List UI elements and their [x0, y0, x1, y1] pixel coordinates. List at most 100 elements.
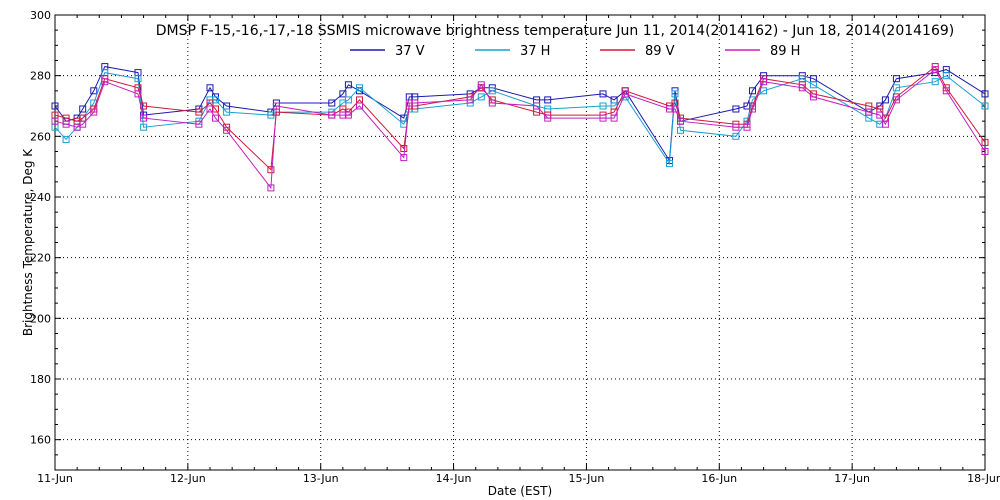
data-point [942, 87, 950, 95]
data-point [339, 90, 347, 98]
data-point [732, 105, 740, 113]
data-point [749, 105, 756, 113]
data-point [101, 78, 109, 86]
data-point [931, 66, 939, 74]
x-tick-label: 16-Jun [701, 472, 737, 485]
data-point [732, 132, 740, 140]
data-point [931, 78, 939, 86]
series-line [54, 72, 986, 166]
data-point [749, 87, 756, 95]
data-point [206, 84, 214, 92]
data-point [79, 105, 87, 113]
data-point [400, 154, 408, 162]
data-point [666, 160, 673, 168]
y-tick-label: 180 [30, 373, 51, 386]
data-point [134, 75, 142, 83]
data-point [892, 75, 900, 83]
legend-label: 37 V [395, 44, 425, 59]
legend-item: 37 V [350, 44, 425, 59]
data-point [272, 102, 280, 110]
y-tick-label: 220 [30, 252, 51, 265]
data-point [206, 105, 214, 113]
data-point [809, 81, 817, 89]
grid-lines [55, 15, 985, 470]
data-point [599, 114, 607, 122]
y-tick-label: 280 [30, 70, 51, 83]
data-point [134, 90, 142, 98]
chart-title: DMSP F-15,-16,-17,-18 SSMIS microwave br… [156, 23, 955, 39]
data-point [610, 114, 618, 122]
legend-label: 89 V [645, 44, 675, 59]
data-point [865, 108, 873, 116]
x-tick-label: 12-Jun [170, 472, 206, 485]
x-axis-label: Date (EST) [488, 484, 552, 498]
data-point [328, 99, 336, 107]
y-tick-label: 160 [30, 434, 51, 447]
y-tick-label: 200 [30, 312, 51, 325]
legend-item: 89 V [600, 44, 675, 59]
data-point [356, 102, 363, 110]
data-point [544, 114, 552, 122]
data-point [400, 145, 408, 152]
x-tick-label: 13-Jun [303, 472, 339, 485]
data-point [876, 111, 884, 119]
data-point [892, 96, 900, 104]
data-point [743, 123, 751, 131]
data-point [760, 87, 768, 95]
x-tick-label: 18-Jun [967, 472, 1000, 485]
legend: 37 V 37 H 89 V 89 H [350, 44, 800, 59]
data-point [981, 90, 989, 98]
data-point [677, 126, 684, 134]
data-point [544, 96, 552, 104]
data-point [328, 111, 336, 119]
data-point [809, 93, 817, 101]
x-tick-label: 15-Jun [569, 472, 605, 485]
data-point [344, 81, 352, 89]
data-point [621, 90, 629, 98]
data-point [79, 120, 87, 128]
x-tick-label: 14-Jun [436, 472, 472, 485]
data-point [798, 84, 806, 92]
data-point [599, 90, 607, 98]
data-point [267, 166, 275, 174]
legend-item: 37 H [475, 44, 550, 59]
data-point [140, 114, 148, 122]
data-point [212, 114, 219, 122]
data-point [356, 84, 363, 92]
data-point [62, 120, 70, 128]
data-point [267, 184, 275, 192]
data-point [477, 93, 485, 101]
legend-label: 37 H [520, 44, 550, 59]
data-point [981, 148, 989, 155]
data-point [488, 99, 496, 107]
data-point [677, 117, 684, 125]
data-point [942, 72, 950, 80]
data-point [90, 108, 98, 116]
data-point [62, 135, 70, 143]
axes: 11-Jun 12-Jun 13-Jun 14-Jun 15-Jun 16-Jun 17-J… [30, 9, 1000, 485]
data-point [466, 96, 474, 104]
data-point [881, 96, 889, 104]
legend-item: 89 H [725, 44, 800, 59]
data-point [881, 120, 889, 128]
data-point [892, 84, 900, 92]
data-point [760, 78, 768, 86]
data-point [140, 123, 148, 131]
y-tick-label: 300 [30, 9, 51, 22]
data-point [732, 123, 740, 131]
data-point [671, 105, 679, 113]
data-point [599, 102, 607, 110]
data-point [533, 102, 541, 110]
y-tick-label: 240 [30, 191, 51, 204]
y-tick-label: 260 [30, 130, 51, 143]
data-point [223, 126, 231, 134]
data-point [488, 87, 496, 95]
data-point [90, 87, 98, 95]
data-point [477, 81, 485, 89]
y-axis-label: Brightness Temperature, Deg K [21, 148, 35, 336]
data-point [51, 117, 59, 125]
x-tick-label: 11-Jun [37, 472, 73, 485]
series-layer [51, 63, 989, 192]
